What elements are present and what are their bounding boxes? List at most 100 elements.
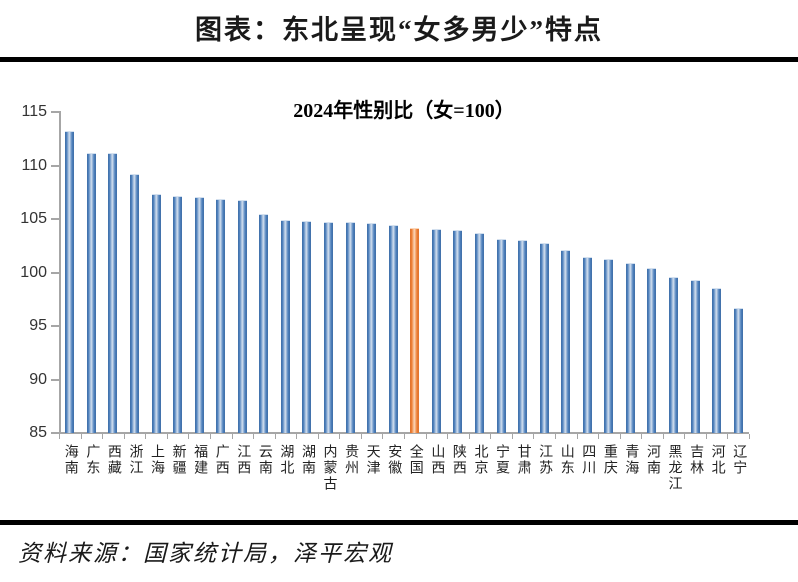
x-axis-tick — [102, 434, 104, 439]
sex-ratio-bar-chart: 2024年性别比（女=100） 85 90 95 100 105 110 115 海南 广东 西藏… — [0, 68, 798, 516]
y-axis-tick-label: 90 — [29, 370, 47, 388]
x-axis-tick — [619, 434, 621, 439]
x-axis-category-label: 海南 — [62, 444, 78, 476]
bar-四川 — [582, 256, 592, 433]
source-note: 资料来源：国家统计局，泽平宏观 — [18, 541, 393, 566]
x-axis-category-label: 吉林 — [688, 444, 704, 476]
x-axis-tick — [360, 434, 362, 439]
bar-广西 — [216, 198, 226, 433]
y-axis-tick — [51, 218, 59, 220]
x-axis-category-label: 福建 — [192, 444, 208, 476]
x-axis-tick — [404, 434, 405, 439]
bar-江苏 — [539, 242, 549, 433]
x-axis-tick — [188, 434, 190, 439]
bar-海南 — [65, 131, 75, 433]
y-axis-tick — [51, 164, 59, 167]
x-axis-category-label: 甘肃 — [515, 444, 531, 476]
bar-全国 — [410, 227, 420, 433]
x-axis-tick — [296, 434, 298, 439]
x-axis-category-label: 河北 — [709, 444, 725, 476]
y-axis-tick-label: 95 — [29, 317, 47, 334]
bar-西藏 — [108, 152, 118, 433]
y-axis-tick — [51, 325, 59, 327]
x-axis-tick — [274, 434, 276, 439]
x-axis-category-label: 全国 — [407, 444, 423, 476]
x-axis-category-label: 山西 — [429, 444, 445, 476]
x-axis-tick — [705, 434, 707, 439]
bar-山西 — [431, 228, 441, 433]
x-axis-tick — [317, 434, 319, 439]
x-axis-tick — [662, 434, 664, 439]
x-axis-category-label: 内蒙古 — [321, 444, 337, 492]
x-axis-category-label: 河南 — [644, 444, 660, 476]
bar-新疆 — [173, 195, 183, 433]
bar-陕西 — [453, 229, 463, 433]
x-axis-tick — [145, 434, 147, 439]
y-axis-line — [59, 111, 61, 432]
x-axis-category-label: 云南 — [256, 444, 272, 476]
x-axis-tick — [576, 434, 578, 439]
x-axis-category-label: 广西 — [213, 444, 229, 476]
x-axis-tick — [80, 434, 82, 439]
bar-山东 — [561, 250, 571, 433]
x-axis-category-label: 江苏 — [537, 444, 553, 476]
bar-浙江 — [129, 174, 139, 433]
bar-黑龙江 — [669, 276, 679, 433]
x-axis-tick — [598, 434, 600, 439]
bar-广东 — [86, 152, 96, 433]
y-axis-tick-label: 85 — [29, 424, 47, 441]
y-axis-tick-label: 115 — [21, 103, 47, 120]
y-axis-tick-label: 110 — [21, 156, 47, 174]
x-axis-line — [59, 432, 749, 434]
x-axis-category-label: 贵州 — [343, 444, 359, 476]
x-axis-tick — [749, 434, 750, 439]
x-axis-category-label: 重庆 — [601, 444, 617, 476]
x-axis-tick — [468, 434, 470, 439]
x-axis-category-label: 上海 — [149, 444, 165, 476]
top-divider-line — [0, 57, 798, 62]
x-axis-category-label: 黑龙江 — [666, 444, 682, 492]
x-axis-tick — [231, 434, 233, 439]
x-axis-category-label: 山东 — [558, 444, 574, 476]
chart-title: 2024年性别比（女=100） — [293, 100, 515, 122]
bar-福建 — [194, 196, 204, 433]
x-axis-tick — [166, 434, 168, 439]
x-axis-tick — [490, 434, 492, 439]
bar-贵州 — [345, 222, 355, 433]
x-axis-category-label: 广东 — [84, 444, 100, 476]
bar-重庆 — [604, 258, 614, 433]
x-axis-tick — [425, 434, 427, 439]
bar-湖南 — [302, 221, 312, 433]
y-axis-tick — [51, 378, 59, 381]
bar-宁夏 — [496, 239, 506, 433]
bar-湖北 — [280, 220, 290, 433]
y-axis-tick-label: 100 — [20, 263, 47, 281]
bar-吉林 — [690, 280, 700, 433]
bar-河北 — [712, 287, 722, 433]
x-axis-tick — [447, 434, 449, 439]
x-axis-tick — [209, 434, 211, 439]
x-axis-category-label: 安徽 — [386, 444, 402, 476]
x-axis-category-label: 西藏 — [105, 444, 121, 476]
x-axis-category-label: 青海 — [623, 444, 639, 476]
y-axis-tick — [51, 432, 59, 434]
bar-青海 — [625, 262, 635, 433]
y-axis-tick — [51, 111, 59, 113]
y-axis-tick-label: 105 — [20, 210, 47, 227]
bar-甘肃 — [518, 240, 528, 433]
x-axis-tick — [641, 434, 643, 439]
x-axis-category-label: 江西 — [235, 444, 251, 476]
x-axis-category-label: 辽宁 — [731, 444, 747, 476]
bar-天津 — [367, 223, 377, 433]
bar-内蒙古 — [324, 222, 334, 433]
x-axis-tick — [123, 434, 125, 439]
x-axis-category-label: 天津 — [364, 444, 380, 476]
x-axis-category-label: 浙江 — [127, 444, 143, 476]
bottom-divider-line — [0, 520, 798, 525]
x-axis-tick — [382, 434, 384, 439]
x-axis-category-label: 陕西 — [450, 444, 466, 476]
bar-河南 — [647, 268, 657, 433]
x-axis-category-label: 四川 — [580, 444, 596, 476]
bar-江西 — [237, 199, 247, 433]
page-title: 图表：东北呈现“女多男少”特点 — [195, 15, 603, 45]
